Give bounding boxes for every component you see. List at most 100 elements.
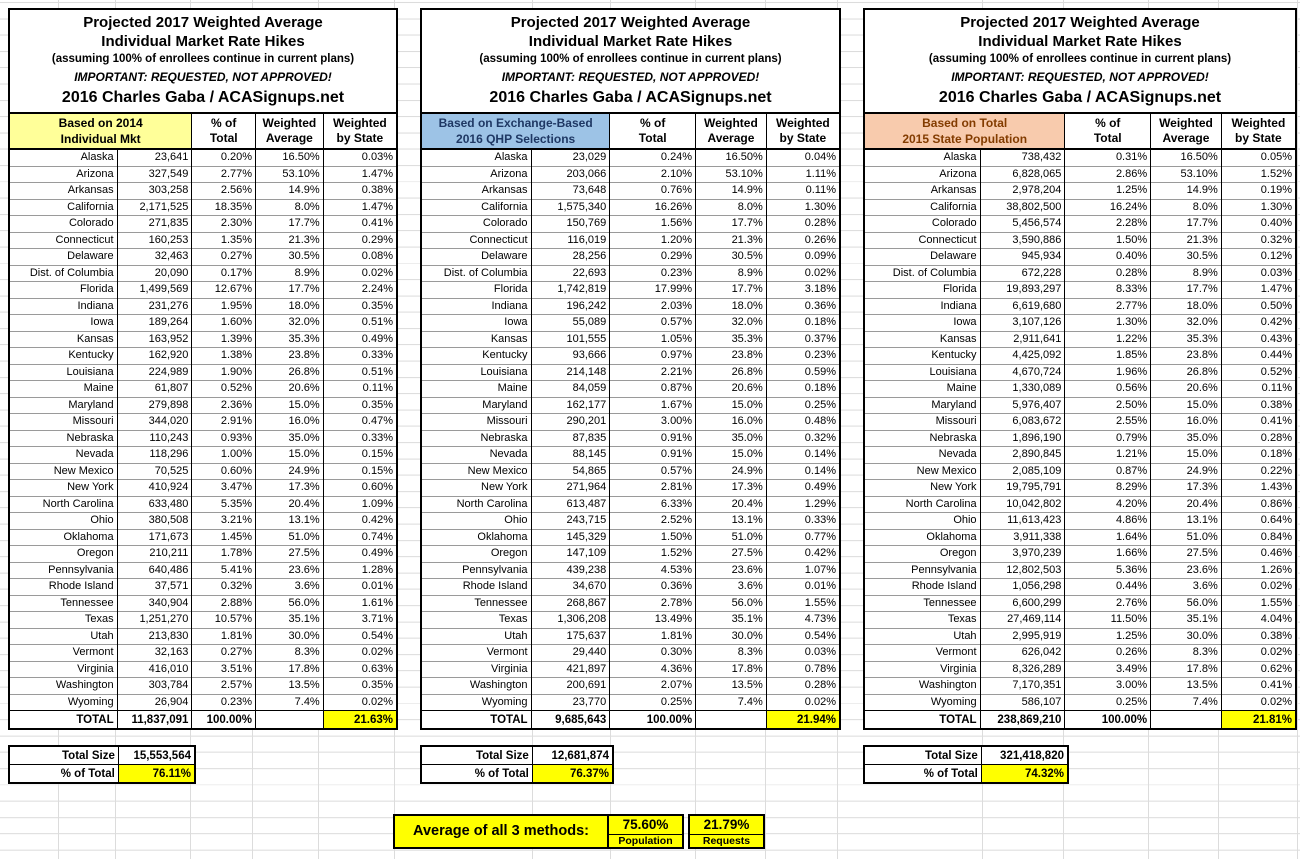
cell-enrollment[interactable]: 23,029 xyxy=(530,149,610,166)
average-requests-box[interactable]: 21.79% Requests xyxy=(688,814,765,849)
cell-state[interactable]: Maryland xyxy=(865,396,981,414)
cell-pct-of-total[interactable]: 0.60% xyxy=(191,462,256,480)
cell-weighted-by-state[interactable]: 0.47% xyxy=(322,413,396,430)
cell-pct-of-total[interactable]: 1.45% xyxy=(191,528,256,546)
cell-state[interactable]: North Carolina xyxy=(422,495,532,513)
cell-state[interactable]: Oregon xyxy=(422,545,532,562)
cell-enrollment[interactable]: 271,835 xyxy=(116,215,192,232)
cell-state[interactable]: Maryland xyxy=(422,396,532,414)
cell-state[interactable]: Florida xyxy=(422,281,532,298)
cell-total-weighted[interactable]: 21.81% xyxy=(1220,710,1295,728)
cell-state[interactable]: Vermont xyxy=(865,644,981,661)
cell-weighted-average[interactable]: 20.6% xyxy=(695,380,767,397)
cell-total-label[interactable]: TOTAL xyxy=(10,710,118,728)
cell-pct-of-total[interactable]: 0.26% xyxy=(1064,644,1151,661)
cell-state[interactable]: Utah xyxy=(422,627,532,645)
cell-enrollment[interactable]: 70,525 xyxy=(116,462,192,480)
cell-weighted-by-state[interactable]: 0.41% xyxy=(1220,677,1295,694)
cell-enrollment[interactable]: 101,555 xyxy=(530,330,610,348)
cell-weighted-by-state[interactable]: 1.55% xyxy=(1220,594,1295,612)
cell-weighted-average[interactable]: 32.0% xyxy=(695,314,767,331)
cell-weighted-average[interactable]: 21.3% xyxy=(695,231,767,249)
cell-weighted-average[interactable]: 8.9% xyxy=(1150,264,1222,282)
pct-of-total-label[interactable]: % of Total xyxy=(422,764,533,782)
cell-pct-of-total[interactable]: 1.81% xyxy=(609,627,696,645)
cell-state[interactable]: Delaware xyxy=(865,248,981,265)
cell-weighted-average[interactable]: 17.8% xyxy=(1150,660,1222,678)
cell-total-pct[interactable]: 100.00% xyxy=(191,710,256,728)
cell-weighted-average[interactable]: 14.9% xyxy=(255,182,324,199)
cell-weighted-average[interactable]: 30.5% xyxy=(695,248,767,265)
cell-weighted-average[interactable]: 30.0% xyxy=(1150,627,1222,645)
cell-weighted-average[interactable]: 7.4% xyxy=(1150,693,1222,711)
cell-state[interactable]: Florida xyxy=(10,281,118,298)
cell-weighted-by-state[interactable]: 0.44% xyxy=(1220,347,1295,364)
cell-weighted-by-state[interactable]: 0.52% xyxy=(1220,363,1295,381)
cell-pct-of-total[interactable]: 1.50% xyxy=(1064,231,1151,249)
cell-weighted-average[interactable]: 27.5% xyxy=(1150,545,1222,562)
cell-weighted-by-state[interactable]: 0.02% xyxy=(1220,693,1295,711)
cell-pct-of-total[interactable]: 2.36% xyxy=(191,396,256,414)
cell-weighted-average[interactable]: 20.6% xyxy=(1150,380,1222,397)
cell-weighted-by-state[interactable]: 0.43% xyxy=(1220,330,1295,348)
cell-weighted-by-state[interactable]: 0.28% xyxy=(1220,429,1295,447)
cell-state[interactable]: Maryland xyxy=(10,396,118,414)
cell-weighted-by-state[interactable]: 0.02% xyxy=(1220,578,1295,595)
cell-enrollment[interactable]: 22,693 xyxy=(530,264,610,282)
cell-state[interactable]: Vermont xyxy=(422,644,532,661)
pct-of-total-header[interactable]: % of Total xyxy=(1064,114,1151,150)
cell-state[interactable]: Missouri xyxy=(865,413,981,430)
cell-pct-of-total[interactable]: 13.49% xyxy=(609,611,696,628)
cell-weighted-average[interactable]: 3.6% xyxy=(1150,578,1222,595)
cell-state[interactable]: Kentucky xyxy=(865,347,981,364)
cell-weighted-by-state[interactable]: 0.03% xyxy=(1220,264,1295,282)
cell-pct-of-total[interactable]: 1.60% xyxy=(191,314,256,331)
cell-weighted-average[interactable]: 8.3% xyxy=(695,644,767,661)
cell-state[interactable]: North Carolina xyxy=(865,495,981,513)
cell-pct-of-total[interactable]: 1.78% xyxy=(191,545,256,562)
cell-pct-of-total[interactable]: 0.91% xyxy=(609,429,696,447)
cell-pct-of-total[interactable]: 3.49% xyxy=(1064,660,1151,678)
cell-pct-of-total[interactable]: 18.35% xyxy=(191,198,256,216)
cell-state[interactable]: North Carolina xyxy=(10,495,118,513)
cell-weighted-average[interactable]: 35.1% xyxy=(695,611,767,628)
cell-enrollment[interactable]: 344,020 xyxy=(116,413,192,430)
cell-pct-of-total[interactable]: 2.28% xyxy=(1064,215,1151,232)
cell-weighted-average[interactable]: 23.8% xyxy=(1150,347,1222,364)
cell-enrollment[interactable]: 224,989 xyxy=(116,363,192,381)
cell-enrollment[interactable]: 290,201 xyxy=(530,413,610,430)
cell-state[interactable]: Rhode Island xyxy=(422,578,532,595)
cell-weighted-average[interactable]: 16.0% xyxy=(695,413,767,430)
cell-weighted-by-state[interactable]: 1.52% xyxy=(1220,165,1295,183)
cell-weighted-by-state[interactable]: 0.05% xyxy=(1220,149,1295,166)
cell-enrollment[interactable]: 6,600,299 xyxy=(979,594,1065,612)
cell-weighted-by-state[interactable]: 0.01% xyxy=(322,578,396,595)
cell-weighted-by-state[interactable]: 2.24% xyxy=(322,281,396,298)
cell-enrollment[interactable]: 279,898 xyxy=(116,396,192,414)
cell-weighted-by-state[interactable]: 0.49% xyxy=(322,545,396,562)
cell-pct-of-total[interactable]: 1.21% xyxy=(1064,446,1151,463)
cell-state[interactable]: Alaska xyxy=(943,151,977,163)
cell-enrollment[interactable]: 20,090 xyxy=(116,264,192,282)
cell-state[interactable]: Florida xyxy=(865,281,981,298)
cell-enrollment[interactable]: 87,835 xyxy=(530,429,610,447)
cell-state[interactable]: Tennessee xyxy=(865,594,981,612)
cell-weighted-by-state[interactable]: 0.42% xyxy=(1220,314,1295,331)
cell-state[interactable]: Maine xyxy=(10,380,118,397)
cell-weighted-average[interactable]: 17.7% xyxy=(695,215,767,232)
cell-pct-of-total[interactable]: 2.52% xyxy=(609,512,696,529)
cell-pct-of-total[interactable]: 1.85% xyxy=(1064,347,1151,364)
cell-weighted-by-state[interactable]: 0.14% xyxy=(765,446,839,463)
cell-state[interactable]: Colorado xyxy=(422,215,532,232)
cell-state[interactable]: Nevada xyxy=(10,446,118,463)
cell-weighted-by-state[interactable]: 0.02% xyxy=(322,693,396,711)
cell-state[interactable]: Texas xyxy=(422,611,532,628)
cell-enrollment[interactable]: 613,487 xyxy=(530,495,610,513)
cell-enrollment[interactable]: 738,432 xyxy=(979,149,1065,166)
average-population-box[interactable]: 75.60% Population xyxy=(607,814,684,849)
cell-weighted-by-state[interactable]: 0.33% xyxy=(322,347,396,364)
cell-enrollment[interactable]: 12,802,503 xyxy=(979,561,1065,579)
cell-weighted-average[interactable]: 17.3% xyxy=(695,479,767,496)
cell-pct-of-total[interactable]: 0.23% xyxy=(191,693,256,711)
cell-enrollment[interactable]: 640,486 xyxy=(116,561,192,579)
